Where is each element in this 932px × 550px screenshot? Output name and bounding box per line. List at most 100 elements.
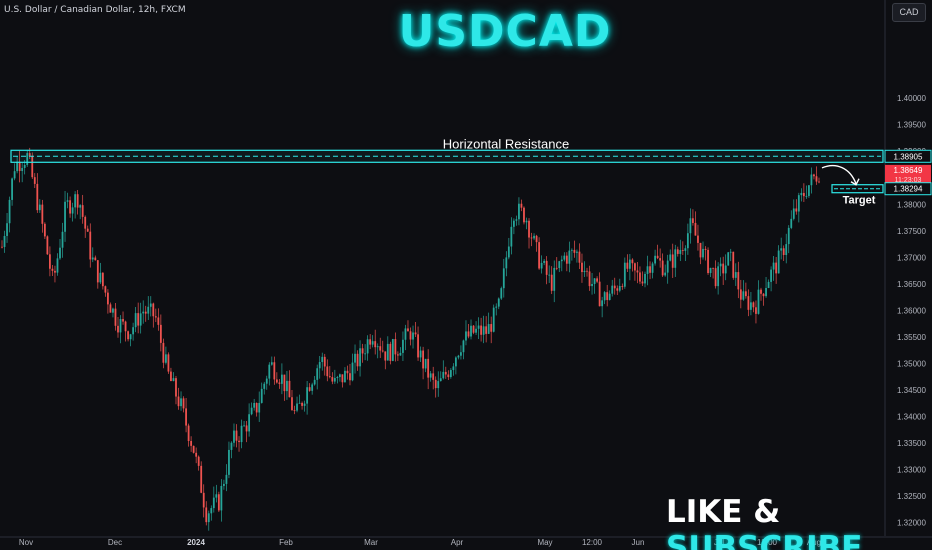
y-tick-label: 1.34500 [897,386,926,395]
candle-body [661,260,664,276]
candle-body [248,414,251,432]
candle-body [533,235,535,239]
candle-body [255,402,258,413]
candle-body [772,262,775,270]
candle-body [144,311,147,314]
candle-body [742,291,745,300]
candle-body [359,348,361,367]
candle-body [13,171,16,179]
candle-body [318,362,321,369]
candle-body [626,262,629,269]
candle-body [734,272,737,278]
candle-body [235,430,238,441]
candle-body [460,352,462,356]
candle-body [659,258,662,261]
candle-body [813,174,815,177]
candle-body [139,313,142,326]
candle-body [636,270,639,273]
candle-body [79,205,82,208]
x-tick-label: 2024 [187,538,205,547]
candle-body [790,218,793,228]
candle-body [760,289,762,294]
candle-body [782,248,785,255]
candle-body [555,267,558,269]
candle-body [344,370,346,383]
candle-body [707,249,709,274]
candle-body [487,324,490,334]
y-tick-label: 1.32500 [897,492,926,501]
y-tick-label: 1.36000 [897,306,926,315]
candle-body [346,370,349,374]
candle-body [676,249,679,254]
candle-body [64,201,66,232]
candle-body [689,218,692,234]
x-tick-label: Aug [807,538,821,547]
current-price-tag [885,164,931,185]
candle-body [737,272,740,290]
candle-body [545,260,548,275]
candle-body [482,326,485,335]
candle-body [702,248,704,258]
candle-body [1,246,3,248]
candle-body [429,373,432,378]
candle-body [535,235,538,243]
candle-body [802,192,805,197]
y-tick-label: 1.32000 [897,519,926,528]
symbol-info: U.S. Dollar / Canadian Dollar, 12h, FXCM [4,5,186,15]
candle-body [114,308,117,326]
candle-body [28,153,31,157]
candle-body [606,292,609,300]
candle-body [407,328,409,332]
candle-body [356,353,359,367]
candle-body [361,348,364,354]
candle-body [679,250,682,254]
candle-body [33,177,36,184]
candle-body [639,272,641,282]
candle-body [313,379,316,385]
forecast-arrowhead [850,178,860,186]
candle-body [205,507,208,523]
currency-badge[interactable]: CAD [892,3,926,22]
cta-subscribe: SUBSCRIBE [666,530,863,550]
candle-body [646,266,649,274]
candle-body [230,442,233,450]
candle-body [129,334,132,340]
target-price-tag [884,182,932,196]
candle-body [631,259,634,264]
candle-body [54,270,56,273]
candle-body [391,339,394,361]
candle-body [651,263,654,273]
candle-body [755,307,757,314]
candle-body [598,281,601,307]
candle-body [775,262,778,274]
candle-body [215,494,218,498]
candle-body [386,343,389,361]
candle-body [86,228,89,232]
candle-body [283,374,286,392]
candle-body [374,341,377,348]
candle-body [210,508,213,514]
forecast-arrow [821,164,857,184]
candle-body [220,485,223,511]
candle-body [323,356,326,367]
candle-body [217,494,220,511]
candle-body [402,339,404,353]
candle-body [336,377,339,379]
candle-body [808,185,810,196]
like-subscribe-banner: LIKE & SUBSCRIBE [666,494,932,550]
candle-body [596,278,598,282]
target-label: Target [843,195,876,207]
candle-body [212,497,215,509]
candle-body [818,181,820,183]
candle-body [717,266,720,287]
candle-body [275,379,278,383]
candle-body [739,289,742,300]
candle-body [18,161,21,172]
y-tick-label: 1.39500 [897,121,926,130]
candle-body [699,242,702,258]
candle-body [767,281,770,288]
candle-body [444,371,447,375]
candle-body [66,200,69,202]
y-tick-label: 1.35000 [897,360,926,369]
